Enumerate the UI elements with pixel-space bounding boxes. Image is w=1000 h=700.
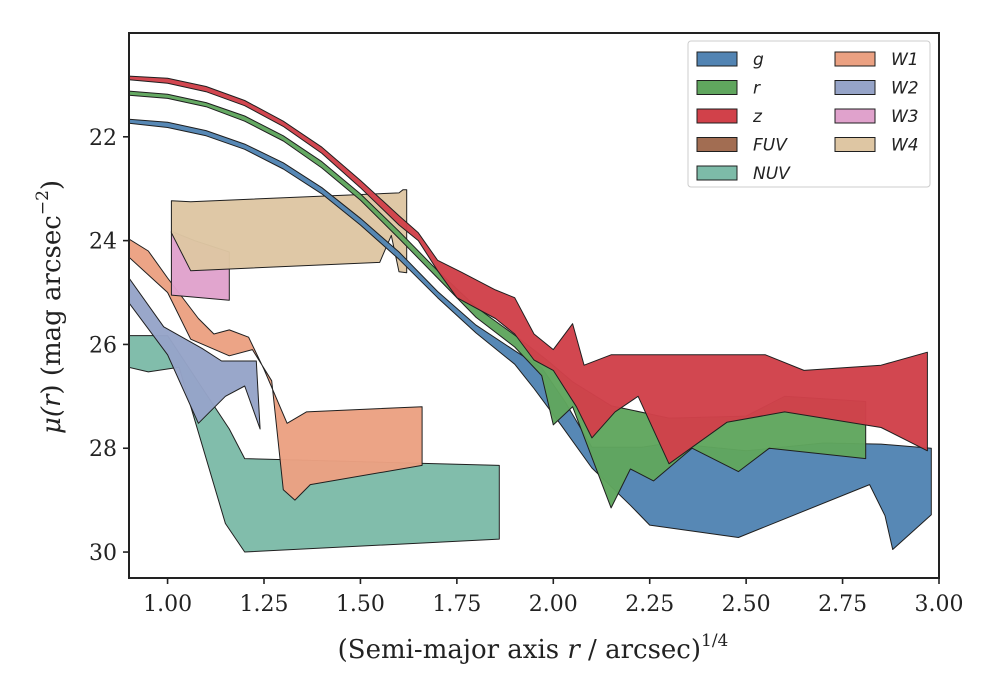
x-tick-label: 1.50 xyxy=(336,592,385,617)
y-tick-label: 22 xyxy=(89,126,117,151)
y-tick-label: 30 xyxy=(89,541,117,566)
x-tick-label: 1.25 xyxy=(240,592,289,617)
legend-swatch-r xyxy=(697,81,737,95)
legend-label-W3: W3 xyxy=(891,107,919,127)
legend-swatch-W1 xyxy=(835,52,875,66)
x-tick-label: 2.50 xyxy=(722,592,771,617)
x-tick-label: 1.75 xyxy=(432,592,481,617)
legend-swatch-FUV xyxy=(697,138,737,152)
legend-label-g: g xyxy=(753,50,764,70)
x-axis-label: (Semi-major axis r / arcsec)1/4 xyxy=(338,631,729,665)
x-tick-label: 1.00 xyxy=(143,592,192,617)
legend: grz FUV NUV W1 W2 W3 W4 xyxy=(688,41,930,187)
y-tick-label: 28 xyxy=(89,437,117,462)
x-tick-label: 2.00 xyxy=(529,592,578,617)
legend-swatch-W4 xyxy=(835,138,875,152)
legend-label-W2: W2 xyxy=(891,79,919,99)
legend-label-FUV: FUV xyxy=(753,136,788,156)
legend-label-W4: W4 xyxy=(891,136,919,156)
y-tick-label: 24 xyxy=(89,230,117,255)
legend-swatch-z xyxy=(697,109,737,123)
legend-swatch-W2 xyxy=(835,81,875,95)
legend-swatch-g xyxy=(697,52,737,66)
legend-label-NUV: NUV xyxy=(753,164,791,184)
x-tick-label: 3.00 xyxy=(915,592,964,617)
legend-label-W1: W1 xyxy=(891,50,919,70)
x-tick-label: 2.75 xyxy=(818,592,867,617)
y-tick-label: 26 xyxy=(89,333,117,358)
legend-label-z: z xyxy=(752,107,763,127)
y-axis-label: μ(r) (mag arcsec−2) xyxy=(33,180,67,434)
legend-label-r: r xyxy=(753,79,761,99)
chart: 1.00 1.25 1.50 1.75 2.00 2.25 2.50 2.75 3.00 22 24… xyxy=(0,0,1000,700)
x-tick-label: 2.25 xyxy=(625,592,674,617)
legend-swatch-NUV xyxy=(697,166,737,180)
legend-swatch-W3 xyxy=(835,109,875,123)
